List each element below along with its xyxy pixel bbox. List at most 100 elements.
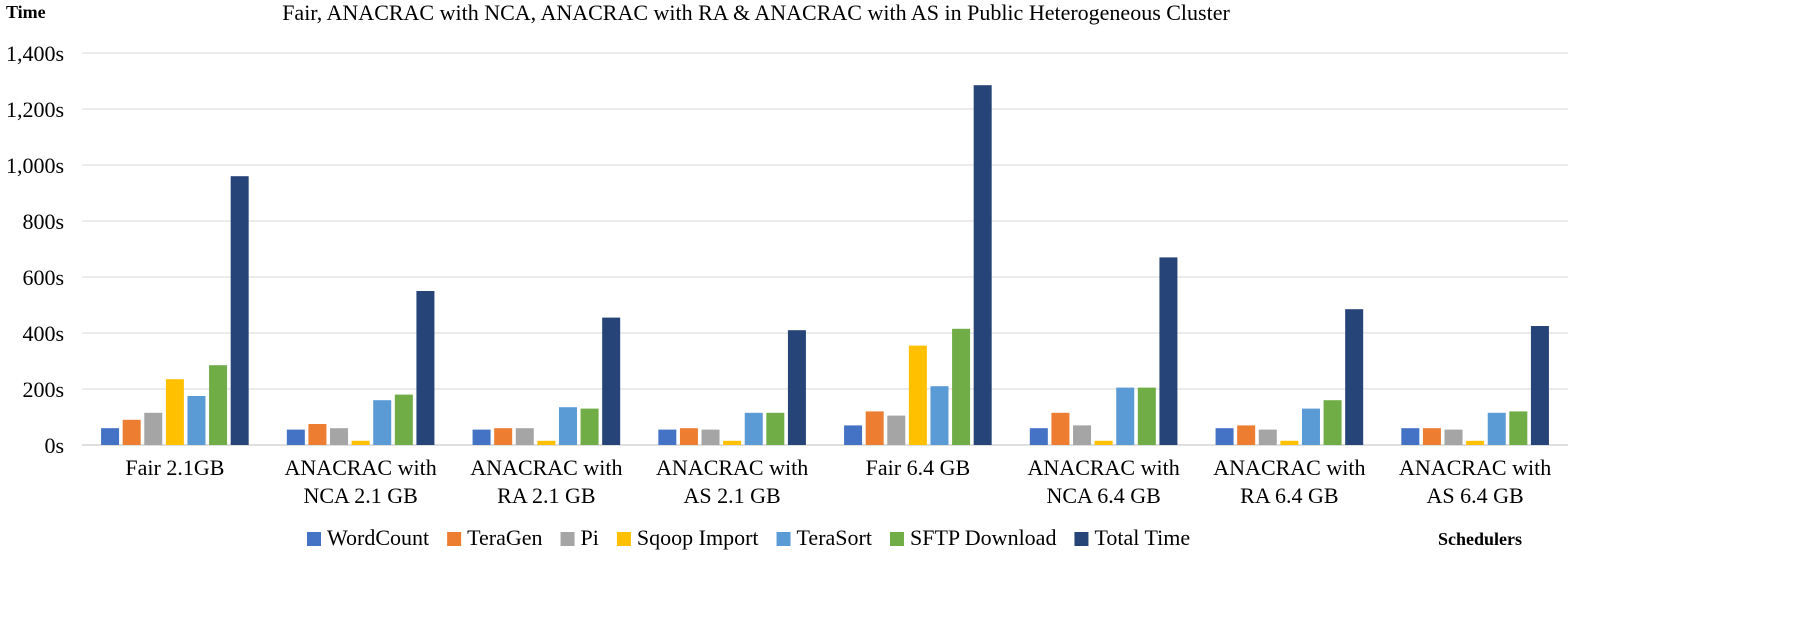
y-tick-label: 800s [22, 209, 64, 234]
y-tick-label: 1,200s [6, 97, 64, 122]
bar-sqoop-import [1280, 440, 1299, 445]
bar-teragen [1237, 425, 1256, 445]
x-axis-labels: Fair 2.1GB ANACRAC with NCA 2.1 GB ANACRAC … [125, 455, 1551, 508]
bar-teragen [1422, 428, 1441, 445]
legend-swatch [307, 532, 321, 546]
x-category-label: RA 6.4 GB [1240, 483, 1338, 508]
bar-teragen [494, 428, 513, 445]
bar-sqoop-import [351, 440, 370, 445]
bar-sftp-download [394, 394, 413, 445]
bar-pi [144, 412, 163, 445]
bar-sftp-download [209, 365, 228, 445]
bar-pi [1444, 429, 1463, 445]
x-category-label: Fair 2.1GB [125, 455, 224, 480]
bar-sqoop-import [723, 440, 742, 445]
bar-terasort [558, 407, 577, 445]
legend-item-label: WordCount [327, 525, 429, 550]
x-category-label: ANACRAC with [1213, 455, 1365, 480]
bar-total-time [787, 330, 806, 445]
bar-total-time [973, 85, 992, 445]
legend-item-label: SFTP Download [910, 525, 1056, 550]
bar-terasort [1301, 408, 1320, 445]
bar-wordcount [286, 429, 305, 445]
bar-pi [701, 429, 720, 445]
x-category-label: RA 2.1 GB [497, 483, 595, 508]
x-category-label: NCA 2.1 GB [303, 483, 417, 508]
legend-swatch [560, 532, 575, 546]
bar-pi [887, 415, 906, 445]
x-category-label: ANACRAC with [470, 455, 622, 480]
x-category-label: NCA 6.4 GB [1046, 483, 1160, 508]
bar-pi [1258, 429, 1277, 445]
y-tick-label: 200s [22, 377, 64, 402]
bar-pi [515, 428, 534, 445]
bar-teragen [679, 428, 698, 445]
bar-sqoop-import [537, 440, 556, 445]
bar-pi [330, 428, 349, 445]
gridlines [82, 52, 1568, 446]
bar-terasort [930, 386, 949, 445]
bar-teragen [1051, 412, 1070, 445]
bar-total-time [1159, 257, 1178, 445]
bar-sftp-download [1323, 400, 1342, 445]
legend-item-label: TeraSort [797, 525, 872, 550]
bar-total-time [230, 176, 249, 445]
legend-item-label: Pi [581, 525, 599, 550]
x-category-label: ANACRAC with [1028, 455, 1180, 480]
bar-teragen [122, 419, 141, 445]
bar-wordcount [1029, 428, 1048, 445]
x-category-label: ANACRAC with [1399, 455, 1551, 480]
bar-terasort [187, 396, 206, 445]
y-tick-label: 400s [22, 321, 64, 346]
bars [101, 85, 1549, 445]
chart-title: Fair, ANACRAC with NCA, ANACRAC with RA … [282, 0, 1230, 25]
y-tick-label: 1,400s [6, 41, 64, 66]
x-category-label: AS 6.4 GB [1427, 483, 1524, 508]
bar-total-time [1345, 309, 1364, 445]
legend-item-label: Sqoop Import [637, 525, 759, 550]
legend-swatch [1074, 532, 1089, 546]
bar-terasort [1116, 387, 1135, 445]
x-category-label: AS 2.1 GB [684, 483, 781, 508]
x-category-label: Fair 6.4 GB [866, 455, 971, 480]
y-tick-label: 0s [44, 433, 64, 458]
y-tick-label: 1,000s [6, 153, 64, 178]
legend-item-label: Total Time [1094, 525, 1190, 550]
bar-sftp-download [1509, 411, 1528, 445]
bar-terasort [744, 412, 763, 445]
legend: WordCount TeraGen Pi Sqoop Import TeraSort SF… [307, 525, 1190, 550]
bar-teragen [308, 424, 327, 445]
bar-sqoop-import [908, 345, 927, 445]
x-category-label: ANACRAC with [285, 455, 437, 480]
bar-wordcount [1215, 428, 1234, 445]
bar-sftp-download [580, 408, 599, 445]
bar-wordcount [1401, 428, 1420, 445]
y-axis-title: Time [6, 2, 46, 22]
bar-wordcount [844, 425, 863, 445]
x-axis-title: Schedulers [1438, 529, 1522, 549]
legend-item-label: TeraGen [467, 525, 542, 550]
bar-total-time [1530, 326, 1549, 445]
legend-swatch [616, 532, 631, 546]
bar-sftp-download [952, 328, 971, 445]
bar-wordcount [658, 429, 677, 445]
legend-swatch [776, 532, 791, 546]
legend-swatch [447, 532, 462, 546]
bar-total-time [416, 291, 435, 445]
bar-total-time [602, 317, 621, 445]
bar-wordcount [472, 429, 491, 445]
x-category-label: ANACRAC with [656, 455, 808, 480]
bar-wordcount [101, 428, 120, 445]
bar-pi [1073, 425, 1092, 445]
y-axis-ticks: 0s 200s 400s 600s 800s 1,000s 1,200s 1,400s [6, 41, 64, 458]
bar-sftp-download [766, 412, 785, 445]
bar-sqoop-import [1466, 440, 1485, 445]
bar-terasort [373, 400, 392, 445]
bar-teragen [865, 411, 884, 445]
bar-sqoop-import [165, 379, 184, 445]
bar-terasort [1487, 412, 1506, 445]
bar-sqoop-import [1094, 440, 1113, 445]
bar-sftp-download [1137, 387, 1156, 445]
y-tick-label: 600s [22, 265, 64, 290]
